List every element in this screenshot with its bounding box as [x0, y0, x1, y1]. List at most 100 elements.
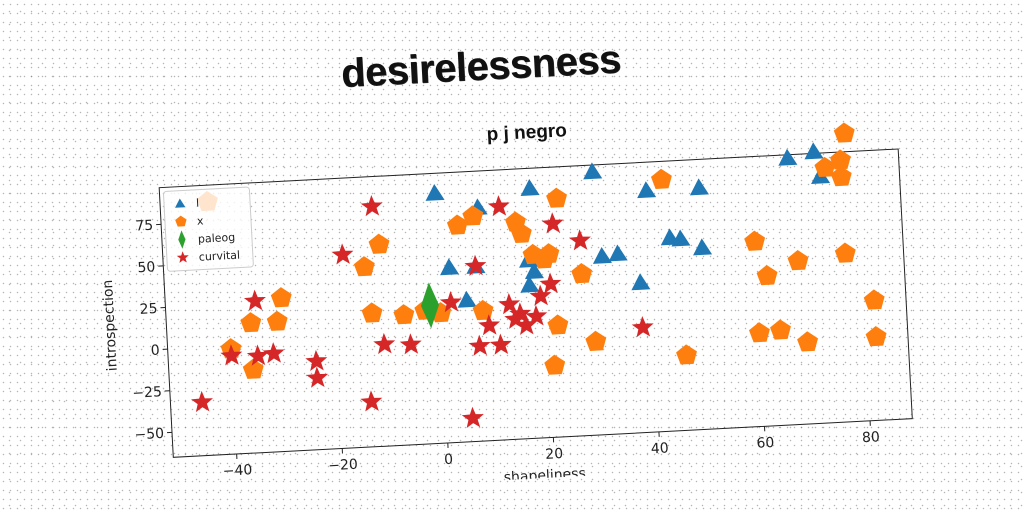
- x-tick-label: 0: [444, 452, 454, 468]
- data-point-star: [489, 333, 512, 355]
- data-point-triangle: [440, 258, 460, 276]
- legend-label: x: [197, 214, 205, 227]
- data-point-pentagon: [547, 314, 569, 335]
- headline-title: desirelessness: [340, 37, 622, 96]
- y-axis-label: introspection: [100, 279, 121, 371]
- data-point-triangle: [804, 142, 824, 160]
- data-point-pentagon: [368, 233, 390, 254]
- data-point-triangle: [608, 244, 628, 262]
- x-tick-label: 40: [650, 440, 669, 457]
- y-tick-label: 75: [135, 218, 154, 235]
- legend-swatch: [176, 251, 189, 263]
- data-point-star: [541, 212, 564, 234]
- data-point-triangle: [425, 183, 445, 201]
- data-point-pentagon: [446, 214, 468, 235]
- data-point-star: [539, 272, 562, 294]
- data-point-pentagon: [242, 358, 264, 379]
- data-point-star: [468, 334, 491, 356]
- data-point-pentagon: [650, 168, 672, 189]
- y-tick-label: 25: [139, 301, 158, 318]
- data-point-star: [399, 333, 422, 355]
- data-point-star: [631, 316, 654, 338]
- data-point-pentagon: [462, 205, 484, 226]
- data-point-star: [478, 314, 501, 336]
- data-point-pentagon: [833, 122, 855, 143]
- legend-label: curvital: [199, 249, 241, 264]
- data-point-pentagon: [240, 312, 262, 333]
- data-point-diamond: [421, 282, 439, 329]
- data-point-pentagon: [676, 344, 697, 365]
- data-point-pentagon: [814, 156, 836, 178]
- data-point-star: [243, 289, 266, 311]
- data-point-star: [246, 344, 269, 366]
- y-axis-ticks: −50 −25 0 25 50 75: [132, 218, 173, 444]
- data-point-triangle: [592, 246, 612, 264]
- data-point-pentagon: [834, 242, 856, 263]
- data-point-pentagon: [585, 330, 607, 351]
- data-point-star: [305, 349, 328, 372]
- legend-label: paleog: [198, 231, 236, 246]
- scatter-chart: p j negro −40 −20 0 20 40 60 80 −50−250255075 …: [100, 120, 913, 486]
- data-point-triangle: [671, 229, 691, 247]
- data-point-pentagon: [393, 304, 415, 325]
- data-point-triangle: [520, 275, 540, 293]
- legend-swatch: [178, 230, 186, 249]
- data-point-star: [487, 195, 510, 217]
- chart-title: p j negro: [486, 120, 567, 145]
- chart-legend: lx paleog curvital: [163, 186, 254, 272]
- data-point-star: [191, 390, 213, 413]
- scatter-figure: p j negro −40 −20 0 20 40 60 80 −50 −25 0 25 50 75 …: [71, 78, 930, 501]
- data-point-star: [306, 366, 329, 388]
- x-tick-label: −20: [328, 457, 358, 475]
- data-point-pentagon: [863, 289, 885, 310]
- data-point-triangle: [637, 181, 657, 199]
- data-point-pentagon: [756, 265, 778, 286]
- data-point-pentagon: [266, 310, 288, 331]
- data-point-star: [515, 313, 538, 336]
- data-point-triangle: [524, 262, 544, 280]
- series-3: [191, 195, 654, 428]
- data-point-pentagon: [770, 319, 791, 340]
- data-point-pentagon: [538, 243, 560, 264]
- x-tick-label: 60: [756, 435, 775, 452]
- data-point-pentagon: [353, 256, 375, 277]
- data-point-pentagon: [270, 287, 292, 308]
- data-point-star: [262, 342, 285, 364]
- x-tick-label: 20: [545, 446, 564, 463]
- y-tick-label: 0: [150, 343, 160, 359]
- data-point-star: [464, 254, 487, 276]
- data-point-triangle: [689, 178, 709, 196]
- data-point-triangle: [631, 273, 651, 291]
- y-tick-label: 50: [137, 259, 156, 276]
- data-point-star: [461, 406, 484, 428]
- data-point-pentagon: [546, 187, 567, 208]
- data-point-star: [373, 332, 396, 355]
- legend-swatch: [175, 215, 187, 227]
- data-point-pentagon: [830, 165, 852, 187]
- data-point-triangle: [520, 178, 540, 196]
- data-point-star: [360, 390, 383, 412]
- data-point-pentagon: [510, 222, 532, 244]
- data-point-triangle: [693, 238, 713, 256]
- data-point-pentagon: [797, 331, 818, 352]
- data-point-star: [331, 243, 354, 265]
- legend-swatch: [175, 198, 186, 208]
- data-point-pentagon: [472, 299, 494, 321]
- data-point-pentagon: [865, 326, 887, 347]
- legend-label: l: [196, 197, 200, 210]
- data-point-triangle: [778, 148, 798, 166]
- plot-frame: [158, 148, 913, 458]
- data-point-star: [525, 304, 548, 327]
- data-point-triangle: [457, 290, 477, 308]
- data-point-star: [529, 284, 552, 306]
- x-axis-ticks: −40 −20 0 20 40 60 80: [222, 420, 880, 480]
- data-point-pentagon: [829, 149, 851, 170]
- data-point-star: [360, 195, 383, 217]
- legend-box: [163, 186, 254, 272]
- data-point-triangle: [583, 162, 603, 180]
- x-axis-label: shapeliness: [503, 466, 586, 486]
- data-point-star: [568, 229, 591, 251]
- y-tick-label: −50: [134, 426, 164, 444]
- data-point-pentagon: [544, 354, 566, 375]
- data-point-star: [220, 344, 243, 366]
